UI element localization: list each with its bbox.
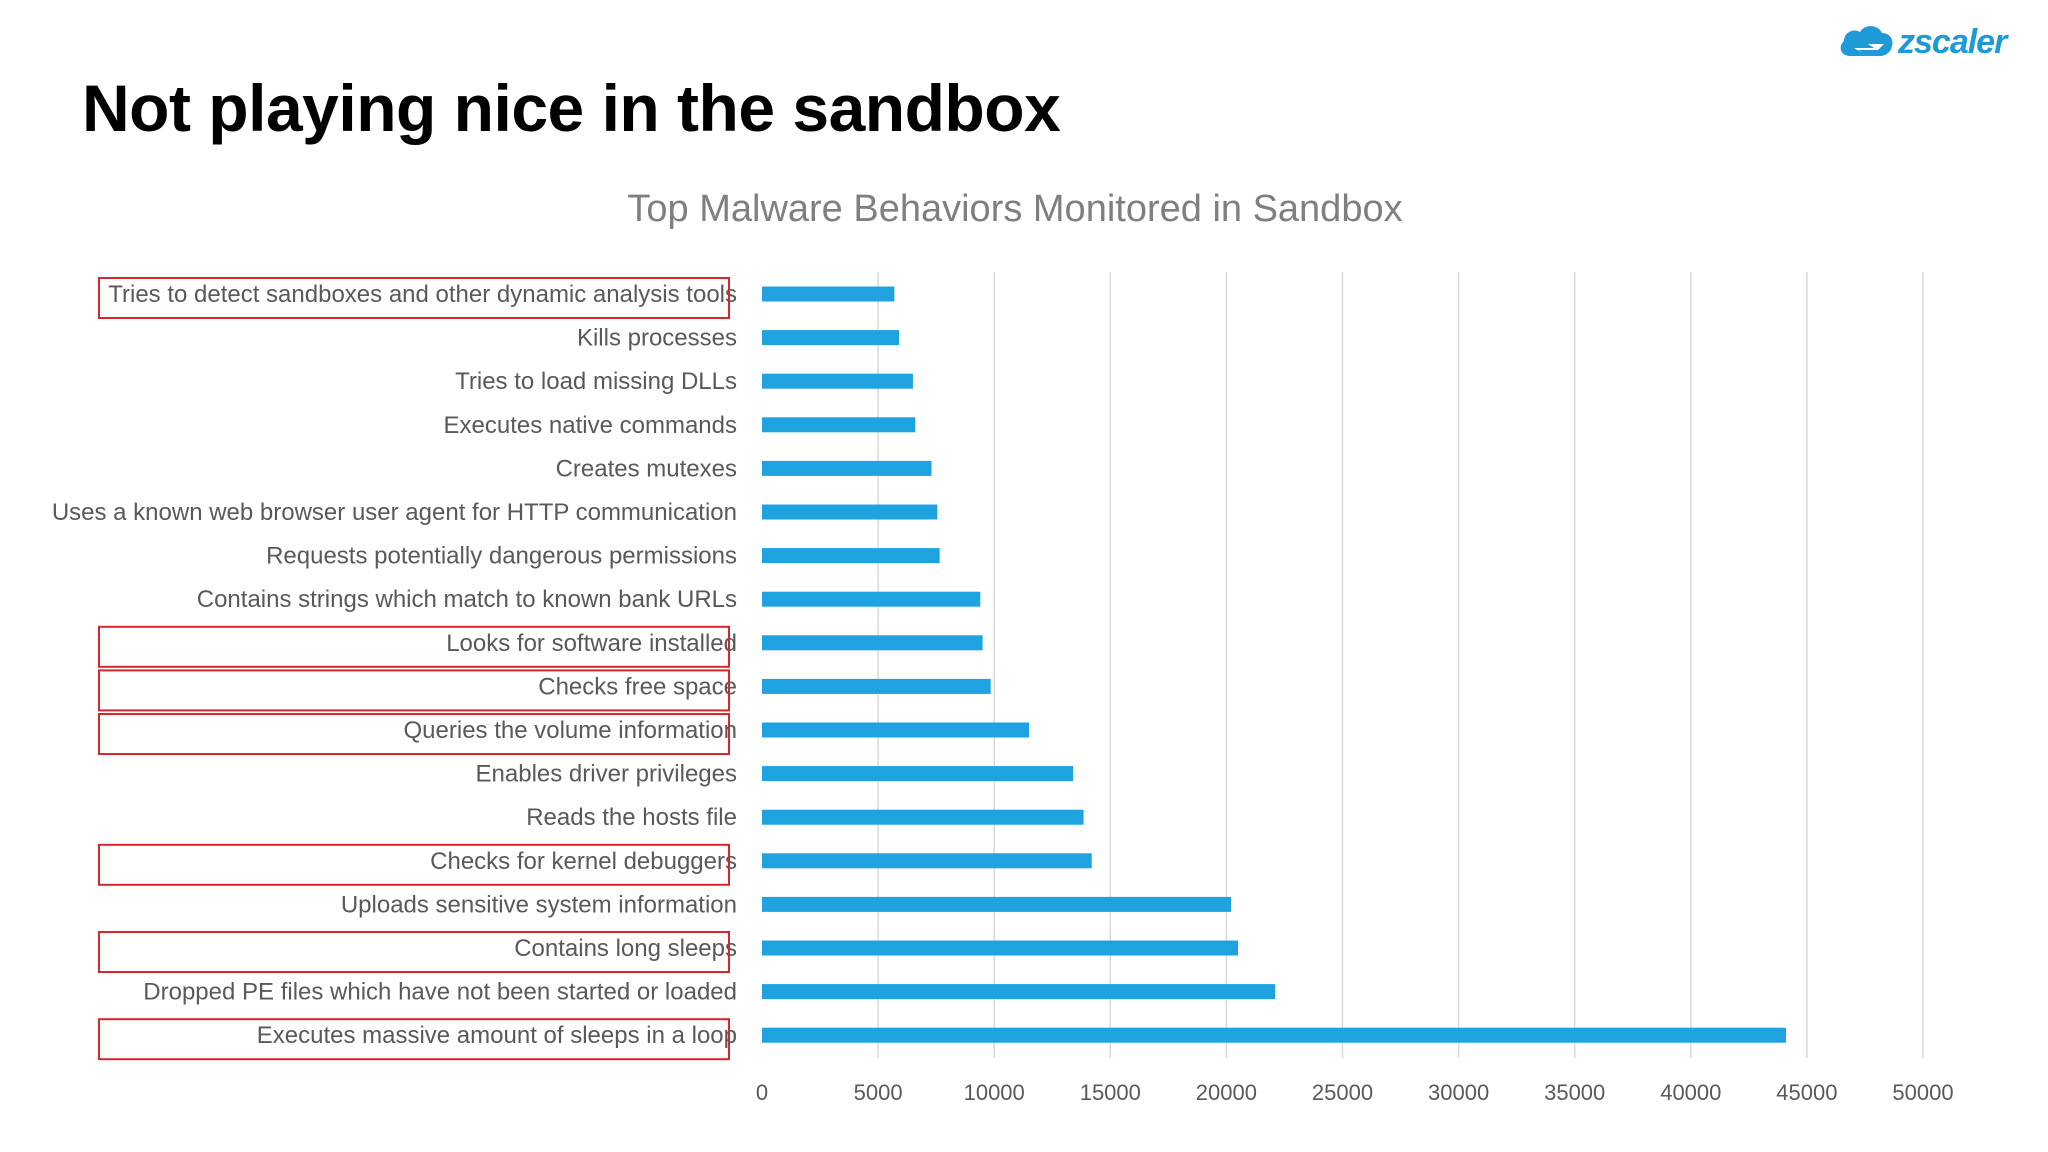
category-labels: Tries to detect sandboxes and other dyna… [52, 281, 737, 1049]
bar [762, 460, 932, 476]
zscaler-cloud-icon [1840, 26, 1893, 56]
x-tick-label: 5000 [854, 1080, 903, 1105]
category-label: Reads the hosts file [526, 804, 737, 831]
category-label: Creates mutexes [556, 455, 737, 482]
bar [762, 286, 895, 302]
bar [762, 417, 916, 433]
category-label: Checks free space [538, 673, 737, 700]
bar [762, 896, 1232, 912]
bar [762, 678, 991, 694]
highlight-box [98, 669, 730, 712]
chart-title: Top Malware Behaviors Monitored in Sandb… [627, 188, 1403, 230]
highlight-box [98, 277, 730, 319]
bar [762, 635, 983, 651]
gridlines [877, 272, 1924, 1058]
x-tick-label: 0 [756, 1080, 768, 1105]
bar [762, 591, 981, 607]
x-tick-label: 45000 [1776, 1080, 1837, 1105]
category-label: Contains strings which match to known ba… [197, 586, 737, 613]
x-tick-label: 10000 [964, 1080, 1025, 1105]
bar [762, 853, 1092, 869]
category-label: Uses a known web browser user agent for … [52, 499, 737, 526]
zscaler-logo: zscaler [1838, 22, 2007, 62]
category-label: Checks for kernel debuggers [430, 848, 737, 875]
x-tick-label: 40000 [1660, 1080, 1721, 1105]
bar [762, 1027, 1787, 1043]
x-tick-label: 15000 [1080, 1080, 1141, 1105]
category-label: Dropped PE files which have not been sta… [143, 979, 737, 1006]
bar [762, 373, 913, 389]
bar [762, 984, 1276, 1000]
category-label: Executes massive amount of sleeps in a l… [257, 1022, 737, 1049]
category-label: Uploads sensitive system information [341, 891, 737, 918]
category-label: Executes native commands [444, 412, 737, 439]
bars [762, 286, 1787, 1043]
highlight-box [98, 843, 730, 886]
logo-text: zscaler [1898, 22, 2007, 61]
slide-title: Not playing nice in the sandbox [82, 71, 1061, 145]
x-tick-label: 25000 [1312, 1080, 1373, 1105]
x-tick-label: 30000 [1428, 1080, 1489, 1105]
category-label: Contains long sleeps [514, 935, 737, 962]
highlight-box [98, 1018, 730, 1061]
bar [762, 504, 938, 520]
highlight-box [98, 625, 730, 668]
category-label: Requests potentially dangerous permissio… [266, 543, 737, 570]
bar [762, 940, 1239, 956]
category-label: Looks for software installed [446, 630, 737, 657]
category-label: Enables driver privileges [476, 761, 737, 788]
highlight-box [98, 713, 730, 755]
category-label: Tries to detect sandboxes and other dyna… [108, 281, 737, 308]
highlight-boxes [98, 277, 730, 1061]
bar [762, 809, 1084, 825]
category-label: Tries to load missing DLLs [455, 368, 737, 395]
x-tick-label: 20000 [1196, 1080, 1257, 1105]
bar [762, 330, 899, 346]
x-tick-label: 50000 [1892, 1080, 1953, 1105]
bar [762, 722, 1030, 738]
bar [762, 548, 940, 564]
x-axis-ticks: 0 5000 10000 15000 20000 25000 30000 35000 40000… [756, 1080, 1954, 1105]
x-tick-label: 35000 [1544, 1080, 1605, 1105]
category-label: Kills processes [577, 325, 737, 352]
bar [762, 766, 1074, 782]
category-label: Queries the volume information [404, 717, 738, 744]
highlight-box [98, 931, 730, 973]
